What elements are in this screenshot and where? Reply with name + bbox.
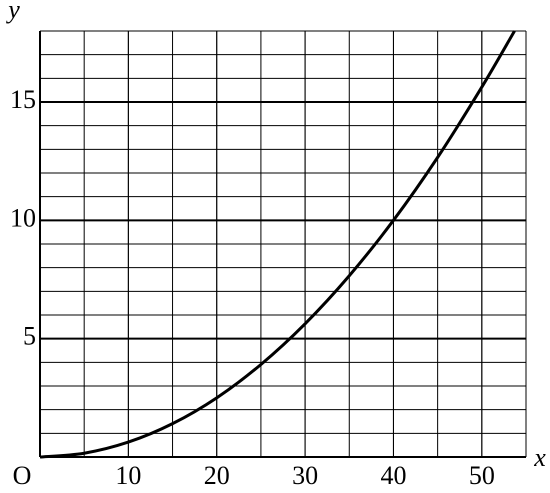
x-tick-label: 50 [469,461,495,490]
y-tick-label: 10 [10,203,36,232]
x-tick-label: 40 [380,461,406,490]
y-tick-label: 15 [10,85,36,114]
x-tick-label: 10 [115,461,141,490]
x-axis-label: x [533,443,546,472]
x-tick-label: 20 [204,461,230,490]
x-tick-label: 30 [292,461,318,490]
origin-label: O [13,461,32,490]
y-axis-label: y [5,0,20,24]
y-tick-label: 5 [23,322,36,351]
curve [39,30,516,459]
